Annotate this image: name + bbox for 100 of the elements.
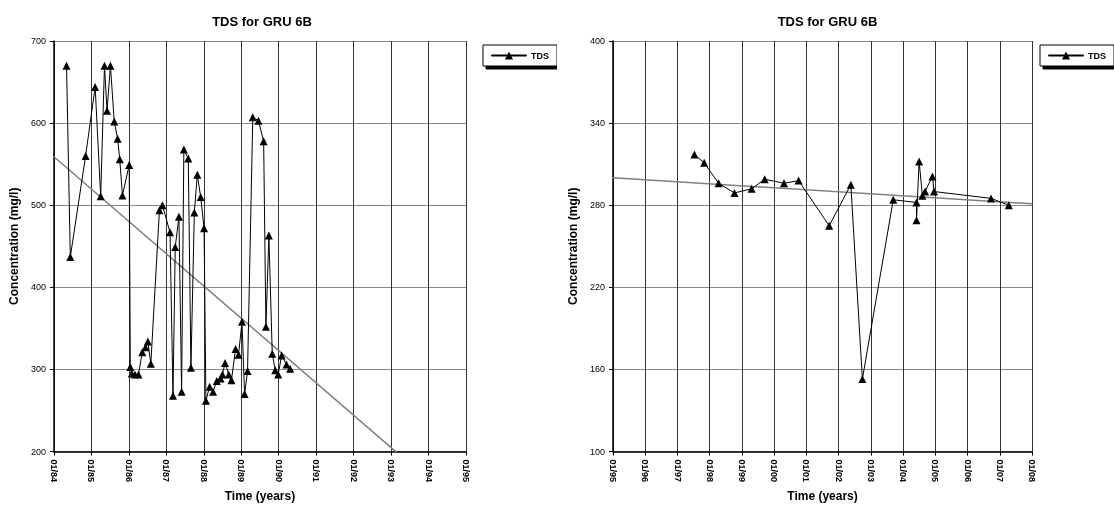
x-tick-label: 01/88 <box>198 459 209 483</box>
x-tick-label: 01/95 <box>461 459 471 483</box>
point <box>889 195 898 204</box>
point <box>168 391 177 400</box>
point <box>113 134 122 143</box>
y-tick-label: 280 <box>589 200 605 211</box>
point <box>221 358 230 367</box>
x-tick-label: 01/95 <box>608 459 618 483</box>
point <box>100 61 109 70</box>
y-tick-label: 160 <box>589 364 605 375</box>
point <box>209 387 218 396</box>
point <box>190 208 199 217</box>
x-tick-label: 01/03 <box>865 459 876 483</box>
x-tick-label: 01/96 <box>640 459 651 483</box>
point <box>158 201 167 210</box>
point <box>700 158 709 167</box>
x-tick-label: 01/01 <box>801 459 812 483</box>
y-tick-label: 400 <box>30 282 46 293</box>
point <box>125 160 134 169</box>
y-tick-label: 600 <box>30 118 46 129</box>
x-tick-label: 01/99 <box>736 459 747 483</box>
point <box>106 61 115 70</box>
point <box>166 228 175 237</box>
point <box>286 364 295 373</box>
x-tick-label: 01/94 <box>423 459 434 483</box>
point <box>231 344 240 353</box>
point <box>238 317 247 326</box>
point <box>174 212 183 221</box>
point <box>201 396 210 405</box>
y-tick-label: 200 <box>30 446 46 457</box>
y-tick-label: 300 <box>30 364 46 375</box>
point <box>81 151 90 160</box>
point <box>243 367 252 376</box>
chart-title: TDS for GRU 6B <box>777 14 878 29</box>
y-tick-label: 700 <box>30 36 46 46</box>
legend-label: TDS <box>1088 50 1106 61</box>
point <box>134 370 143 379</box>
point <box>103 106 112 115</box>
point <box>126 363 135 371</box>
x-axis-title: Time (years) <box>787 489 858 503</box>
point <box>240 390 249 399</box>
y-tick-label: 400 <box>589 36 605 46</box>
point <box>846 180 855 189</box>
point <box>177 387 186 396</box>
point <box>143 337 152 346</box>
y-axis-title: Concentration (mg/l) <box>7 187 21 305</box>
point <box>261 322 270 331</box>
x-tick-label: 01/97 <box>672 459 683 483</box>
x-tick-label: 01/02 <box>833 459 844 483</box>
point <box>921 187 930 196</box>
point <box>912 216 921 225</box>
point <box>730 188 739 197</box>
x-tick-label: 01/05 <box>930 459 941 483</box>
point <box>227 376 236 385</box>
y-axis-title: Concentration (mg/l) <box>566 187 581 305</box>
point <box>747 184 756 193</box>
x-tick-label: 01/08 <box>1027 459 1037 483</box>
y-tick-label: 220 <box>589 282 605 293</box>
x-tick-label: 01/98 <box>704 459 715 483</box>
x-tick-label: 01/93 <box>386 459 397 483</box>
x-tick-label: 01/92 <box>348 459 359 483</box>
x-tick-label: 01/87 <box>161 459 172 483</box>
point <box>66 252 75 261</box>
y-tick-label: 500 <box>30 200 46 211</box>
y-tick-label: 340 <box>589 118 605 129</box>
point <box>186 363 195 372</box>
point <box>930 187 939 196</box>
point <box>155 206 164 215</box>
x-tick-label: 01/06 <box>962 459 973 483</box>
point <box>825 221 834 230</box>
point <box>780 179 789 188</box>
point <box>200 224 209 233</box>
point <box>259 137 268 146</box>
legend-label: TDS <box>531 50 549 61</box>
x-tick-label: 01/90 <box>273 459 284 483</box>
x-tick-label: 01/91 <box>311 459 322 483</box>
x-tick-label: 01/07 <box>994 459 1005 483</box>
point <box>205 382 214 391</box>
point <box>858 375 867 384</box>
point <box>91 82 100 91</box>
x-tick-label: 01/00 <box>769 459 780 483</box>
point <box>146 359 155 368</box>
x-tick-label: 01/89 <box>236 459 247 483</box>
x-axis-title: Time (years) <box>224 489 296 503</box>
x-tick-label: 01/84 <box>48 459 59 483</box>
point <box>794 176 803 185</box>
y-tick-label: 100 <box>589 446 605 457</box>
point <box>277 351 286 360</box>
chart-title: TDS for GRU 6B <box>212 14 312 29</box>
point <box>193 170 202 179</box>
point <box>268 349 277 358</box>
point <box>254 116 263 125</box>
point <box>264 231 273 240</box>
point <box>62 61 71 70</box>
point <box>690 150 699 159</box>
point <box>234 350 243 359</box>
point <box>987 194 996 203</box>
x-tick-label: 01/86 <box>123 459 134 483</box>
x-tick-label: 01/04 <box>898 459 909 483</box>
x-tick-label: 01/85 <box>86 459 97 483</box>
